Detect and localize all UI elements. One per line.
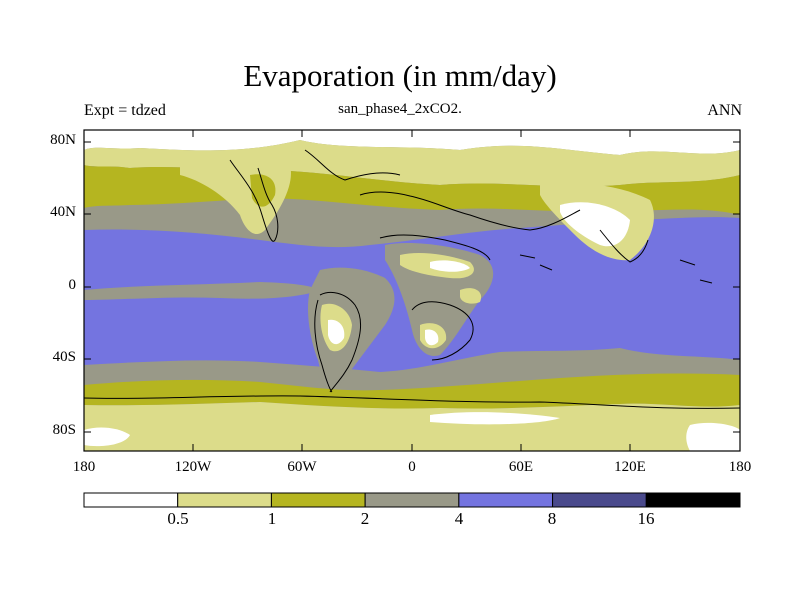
colorbar xyxy=(83,492,741,508)
x-tick-label: 0 xyxy=(408,459,416,475)
y-tick-label: 80N xyxy=(50,132,76,148)
colorbar-box xyxy=(270,492,366,508)
colorbar-box xyxy=(364,492,460,508)
x-tick-label: 120W xyxy=(174,459,212,475)
colorbar-label: 1 xyxy=(267,509,277,528)
x-tick-label: 60E xyxy=(508,459,534,475)
colorbar-label: 4 xyxy=(454,509,464,528)
colorbar-box xyxy=(458,492,554,508)
colorbar-box xyxy=(177,492,272,508)
colorbar-box xyxy=(83,492,179,508)
colorbar-box xyxy=(552,492,647,508)
x-tick-label: 180 xyxy=(72,459,96,475)
y-tick-label: 40S xyxy=(52,349,76,365)
colorbar-label: 0.5 xyxy=(167,509,189,528)
y-tick-label: 40N xyxy=(50,204,76,220)
colorbar-label: 2 xyxy=(360,509,370,528)
y-tick-label: 80S xyxy=(52,422,76,438)
colorbar-box xyxy=(645,492,741,508)
y-tick-marks xyxy=(84,141,740,433)
season-label: ANN xyxy=(707,102,742,119)
x-tick-label: 60W xyxy=(287,459,317,475)
y-tick-label: 0 xyxy=(68,277,77,293)
colorbar-label: 16 xyxy=(637,509,655,528)
map-field xyxy=(84,130,740,451)
map-title: Evaporation (in mm/day) xyxy=(243,58,557,93)
x-tick-label: 120E xyxy=(614,459,646,475)
map-subtitle: san_phase4_2xCO2. xyxy=(338,101,462,117)
x-tick-marks xyxy=(192,130,631,451)
x-tick-label: 180 xyxy=(728,459,752,475)
experiment-label: Expt = tdzed xyxy=(84,102,166,119)
colorbar-label: 8 xyxy=(547,509,557,528)
